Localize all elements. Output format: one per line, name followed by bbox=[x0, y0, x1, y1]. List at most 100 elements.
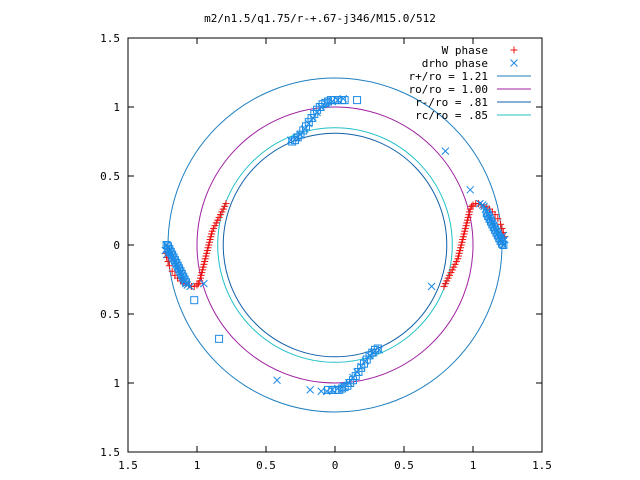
data-point bbox=[340, 383, 349, 392]
data-point bbox=[332, 385, 341, 394]
legend-label: r-/ro = .81 bbox=[415, 96, 488, 109]
data-point bbox=[353, 96, 362, 105]
axis-tick-labels: 1.5 1 0.5 0 0.5 1 1.51.510.500.511.5 bbox=[100, 32, 552, 472]
data-point bbox=[362, 355, 371, 364]
series-drho-phase bbox=[161, 94, 509, 396]
data-point bbox=[177, 269, 186, 278]
legend-label: ro/ro = 1.00 bbox=[409, 83, 488, 96]
data-point bbox=[317, 387, 326, 396]
data-point bbox=[296, 130, 305, 139]
data-point bbox=[484, 212, 493, 221]
reference-circles bbox=[167, 77, 503, 413]
data-point bbox=[476, 199, 484, 208]
data-point bbox=[293, 133, 302, 142]
data-point bbox=[324, 97, 333, 106]
data-point bbox=[180, 275, 189, 284]
data-point bbox=[166, 247, 175, 256]
data-point bbox=[488, 220, 497, 229]
data-point bbox=[328, 385, 337, 394]
data-point bbox=[318, 100, 327, 109]
legend-label: rc/ro = .85 bbox=[415, 109, 488, 122]
data-point bbox=[168, 267, 176, 275]
data-point bbox=[165, 245, 174, 254]
series-w-phase bbox=[161, 200, 509, 290]
data-point bbox=[310, 109, 319, 118]
data-point bbox=[489, 223, 498, 232]
legend-marker bbox=[510, 46, 518, 54]
y-tick-label: 0 bbox=[113, 239, 120, 252]
y-tick-label: 1 bbox=[113, 377, 120, 390]
data-point bbox=[313, 105, 322, 114]
data-point bbox=[165, 262, 173, 270]
data-point bbox=[169, 253, 178, 262]
data-point bbox=[495, 234, 504, 243]
y-tick-label: 1 bbox=[113, 101, 120, 114]
data-point bbox=[162, 241, 171, 249]
data-point bbox=[172, 258, 181, 267]
data-point bbox=[328, 386, 337, 394]
x-tick-label: 1 bbox=[470, 459, 477, 472]
data-point bbox=[170, 256, 179, 265]
data-point bbox=[321, 98, 330, 107]
data-point bbox=[346, 379, 355, 387]
data-point bbox=[333, 96, 342, 104]
data-point bbox=[329, 96, 338, 105]
data-point bbox=[273, 376, 281, 385]
data-point bbox=[290, 136, 299, 145]
circle-r-1-21 bbox=[167, 77, 503, 413]
series-squares bbox=[162, 96, 508, 394]
data-point bbox=[190, 296, 199, 305]
data-point bbox=[493, 231, 502, 240]
data-point bbox=[200, 279, 208, 288]
data-point bbox=[299, 126, 308, 135]
chart-title: m2/n1.5/q1.75/r-+.67-j346/M15.0/512 bbox=[204, 12, 436, 25]
data-point bbox=[194, 280, 202, 288]
data-point bbox=[186, 282, 194, 291]
x-tick-label: 0.5 bbox=[394, 459, 414, 472]
circle-r-0-85 bbox=[217, 127, 453, 363]
circle-r-1 bbox=[196, 106, 474, 384]
data-point bbox=[306, 386, 315, 394]
data-point bbox=[373, 344, 382, 353]
data-point bbox=[181, 278, 190, 287]
data-point bbox=[340, 96, 349, 105]
circle-r-0-81 bbox=[222, 132, 448, 358]
data-point bbox=[497, 220, 505, 228]
data-point bbox=[494, 215, 502, 223]
data-point bbox=[365, 351, 374, 360]
data-point bbox=[168, 250, 177, 259]
data-point bbox=[354, 367, 363, 376]
data-point bbox=[368, 348, 377, 357]
data-point bbox=[164, 242, 173, 251]
data-point bbox=[173, 261, 182, 270]
data-point bbox=[485, 214, 494, 223]
legend-label: W phase bbox=[442, 44, 488, 57]
data-point bbox=[315, 103, 324, 111]
data-point bbox=[497, 239, 506, 248]
data-point bbox=[491, 225, 500, 234]
x-tick-label: 0.5 bbox=[256, 459, 276, 472]
axis-ticks bbox=[127, 37, 543, 453]
data-point bbox=[351, 372, 360, 381]
data-point bbox=[496, 236, 505, 245]
data-point bbox=[468, 202, 476, 210]
data-point bbox=[359, 359, 368, 368]
data-point bbox=[371, 345, 380, 354]
data-point bbox=[499, 241, 508, 249]
data-point bbox=[304, 118, 313, 127]
data-point bbox=[288, 137, 297, 146]
data-point bbox=[427, 282, 436, 291]
legend-label: r+/ro = 1.21 bbox=[409, 70, 488, 83]
data-point bbox=[175, 264, 184, 273]
y-tick-label: 0.5 bbox=[100, 308, 120, 321]
data-point bbox=[492, 228, 501, 237]
data-points bbox=[161, 94, 509, 396]
x-tick-label: 1.5 bbox=[532, 459, 552, 472]
data-point bbox=[348, 376, 357, 385]
data-point bbox=[179, 272, 188, 281]
x-tick-label: 0 bbox=[332, 459, 339, 472]
data-point bbox=[302, 122, 311, 131]
data-point bbox=[337, 384, 346, 393]
